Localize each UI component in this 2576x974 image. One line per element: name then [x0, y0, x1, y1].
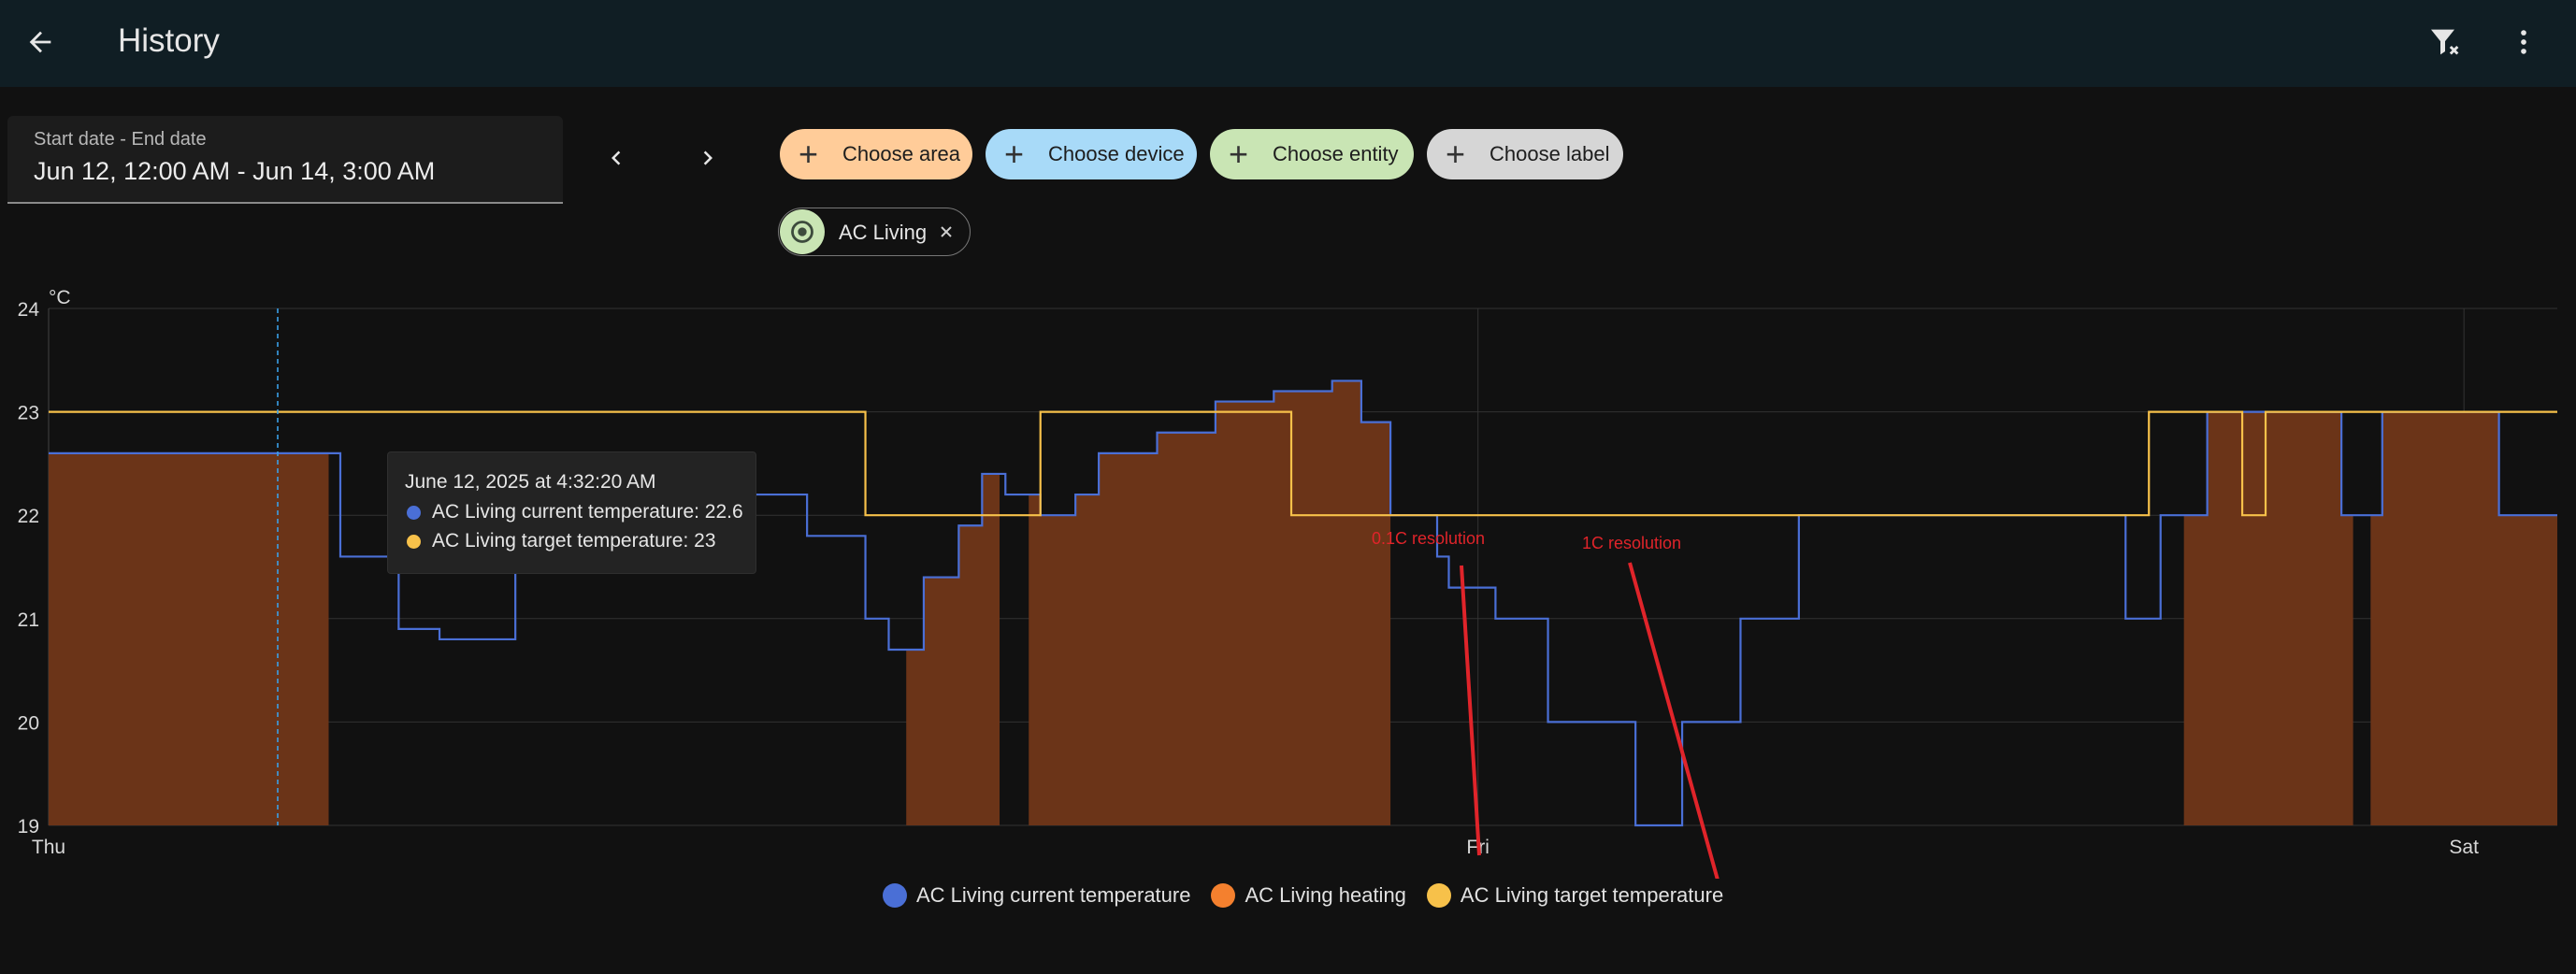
legend-label: AC Living target temperature	[1460, 883, 1724, 907]
chip-label: Choose label	[1489, 142, 1610, 165]
chart-legend: AC Living current temperature AC Living …	[883, 883, 1744, 908]
legend-label: AC Living heating	[1245, 883, 1406, 907]
entity-chip-ac-living: AC Living	[778, 208, 971, 256]
choose-entity-chip[interactable]: + Choose entity	[1210, 129, 1414, 179]
annotation-0-1c-resolution: 0.1C resolution	[1372, 529, 1485, 548]
tooltip-title: June 12, 2025 at 4:32:20 AM	[405, 471, 656, 493]
choose-area-chip[interactable]: + Choose area	[780, 129, 972, 179]
y-tick-label: 23	[18, 403, 39, 424]
x-tick-label: Sat	[2449, 837, 2479, 858]
choose-label-chip[interactable]: + Choose label	[1427, 129, 1623, 179]
annotation-arrows	[1460, 562, 1720, 879]
plus-icon: +	[1229, 135, 1249, 173]
entity-chip-label: AC Living	[839, 221, 928, 244]
target-temperature-line	[49, 410, 2557, 517]
y-tick-label: 20	[18, 712, 39, 734]
legend-label: AC Living current temperature	[916, 883, 1191, 907]
legend-item-current-temperature[interactable]: AC Living current temperature	[883, 883, 1190, 908]
heating-area	[1029, 380, 1391, 825]
plus-icon: +	[1446, 135, 1466, 173]
choose-device-chip[interactable]: + Choose device	[986, 129, 1197, 179]
tooltip-dot-current	[407, 505, 421, 520]
chip-label: Choose area	[842, 142, 961, 165]
legend-item-target-temperature[interactable]: AC Living target temperature	[1426, 883, 1724, 908]
heating-area	[49, 452, 329, 825]
chip-label: Choose device	[1048, 142, 1185, 165]
back-arrow-icon[interactable]	[19, 21, 62, 64]
heating-area	[2370, 411, 2557, 825]
next-range-chevron-icon[interactable]	[686, 136, 729, 179]
x-tick-label: Thu	[32, 837, 65, 858]
thermostat-avatar-icon	[780, 209, 825, 254]
overflow-menu-icon[interactable]	[2502, 21, 2545, 64]
plus-icon: +	[799, 135, 819, 173]
date-range-picker[interactable]: Start date - End date Jun 12, 12:00 AM -…	[7, 116, 563, 204]
annotation-1c-resolution: 1C resolution	[1582, 534, 1681, 552]
y-tick-label: 21	[18, 609, 39, 631]
chip-label: Choose entity	[1273, 142, 1399, 165]
tooltip-row: AC Living target temperature: 23	[407, 530, 716, 552]
date-range-label: Start date - End date	[34, 129, 207, 150]
legend-dot	[1211, 883, 1236, 908]
clear-filter-icon[interactable]	[2424, 21, 2467, 64]
y-tick-label: 22	[18, 506, 39, 527]
legend-dot	[1426, 883, 1451, 908]
legend-dot	[883, 883, 907, 908]
tooltip-row: AC Living current temperature: 22.6	[407, 501, 743, 523]
plus-icon: +	[1004, 135, 1025, 173]
heating-area	[2183, 411, 2353, 825]
y-unit-label: °C	[49, 287, 71, 308]
heating-area	[906, 473, 1000, 825]
app-header: History	[0, 0, 2576, 87]
tooltip-dot-target	[407, 534, 421, 549]
y-tick-label: 19	[18, 816, 39, 838]
legend-item-heating[interactable]: AC Living heating	[1211, 883, 1406, 908]
page-title: History	[118, 22, 220, 59]
tooltip-row-label: AC Living current temperature: 22.6	[432, 501, 743, 523]
tooltip-row-label: AC Living target temperature: 23	[432, 530, 716, 551]
date-range-value: Jun 12, 12:00 AM - Jun 14, 3:00 AM	[34, 157, 436, 185]
previous-range-chevron-icon[interactable]	[595, 136, 638, 179]
remove-entity-close-icon[interactable]	[934, 220, 958, 244]
chart-tooltip: June 12, 2025 at 4:32:20 AM AC Living cu…	[387, 451, 756, 574]
y-tick-label: 24	[18, 299, 40, 321]
